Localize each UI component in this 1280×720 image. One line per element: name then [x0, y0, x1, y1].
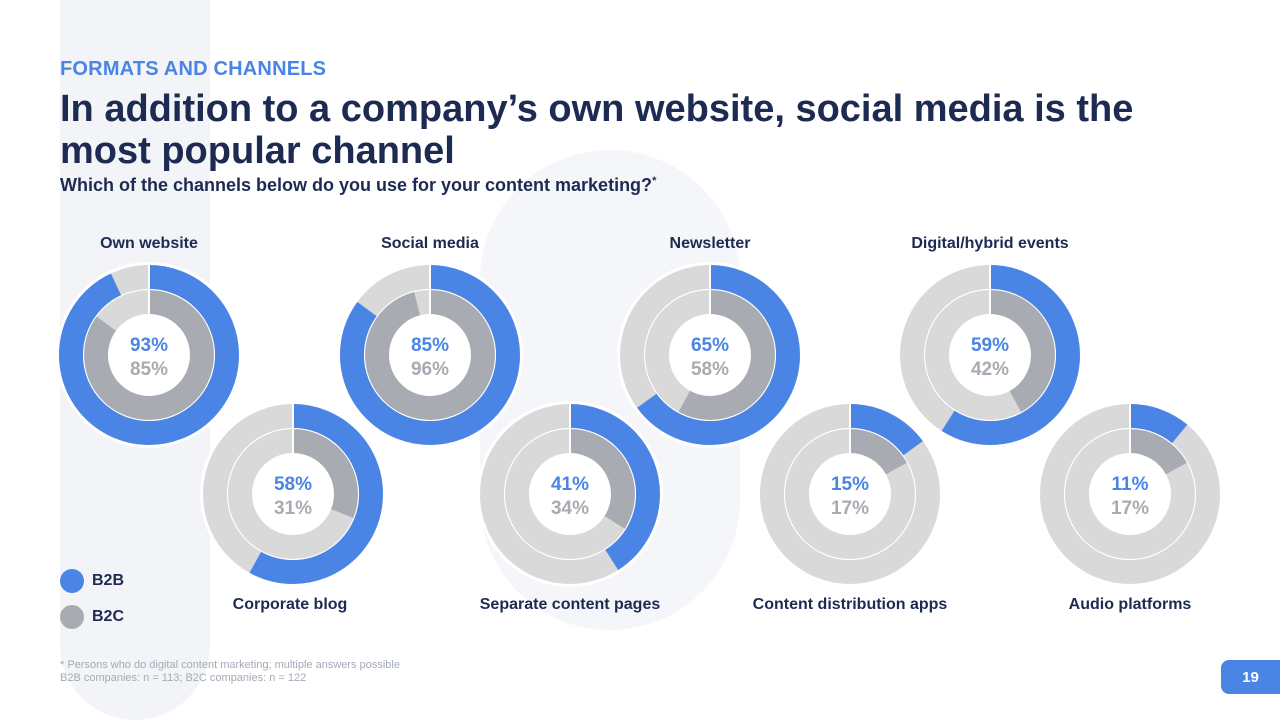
ring-gap [784, 428, 916, 560]
donut-social-media: 85%96% [337, 262, 523, 448]
footnote-line-2: B2B companies: n = 113; B2C companies: n… [60, 672, 307, 684]
b2b-value-digital-hybrid-events: 59% [971, 335, 1009, 356]
donut-own-website: 93%85% [56, 262, 242, 448]
ring-gap [924, 289, 1056, 421]
legend-b2b-label: B2B [92, 572, 125, 589]
label-corporate-blog: Corporate blog [232, 596, 348, 613]
section-eyebrow: FORMATS AND CHANNELS [60, 58, 327, 80]
footnote-line-1: * Persons who do digital content marketi… [60, 659, 400, 671]
label-newsletter: Newsletter [669, 235, 751, 252]
b2c-value-social-media: 96% [411, 359, 449, 380]
page-subtitle: Which of the channels below do you use f… [60, 175, 656, 196]
ring-gap [644, 289, 776, 421]
ring-gap [227, 428, 359, 560]
b2c-value-own-website: 85% [130, 359, 168, 380]
b2c-value-audio-platforms: 17% [1111, 498, 1149, 519]
label-content-distribution-apps: Content distribution apps [752, 596, 948, 613]
b2b-value-own-website: 93% [130, 335, 168, 356]
b2c-value-newsletter: 58% [691, 359, 729, 380]
donut-corporate-blog: 58%31% [200, 401, 386, 587]
donut-content-distribution-apps: 15%17% [757, 401, 943, 587]
b2b-value-separate-content-pages: 41% [551, 474, 589, 495]
b2c-value-digital-hybrid-events: 42% [971, 359, 1009, 380]
ring-gap [1064, 428, 1196, 560]
b2c-value-corporate-blog: 31% [274, 498, 312, 519]
label-social-media: Social media [381, 235, 479, 252]
legend-b2b: B2B [60, 569, 124, 593]
b2b-value-newsletter: 65% [691, 335, 729, 356]
donut-audio-platforms: 11%17% [1037, 401, 1223, 587]
b2c-value-content-distribution-apps: 17% [831, 498, 869, 519]
label-separate-content-pages: Separate content pages [479, 596, 661, 613]
label-audio-platforms: Audio platforms [1068, 596, 1192, 613]
legend-b2c-label: B2C [92, 608, 125, 625]
donut-separate-content-pages: 41%34% [477, 401, 663, 587]
b2b-value-audio-platforms: 11% [1112, 474, 1149, 495]
donut-newsletter: 65%58% [617, 262, 803, 448]
b2b-value-social-media: 85% [411, 335, 449, 356]
ring-gap [364, 289, 496, 421]
page-number-badge: 19 [1221, 660, 1280, 694]
label-own-website: Own website [100, 235, 198, 252]
legend-b2b-swatch [60, 569, 84, 593]
ring-gap [83, 289, 215, 421]
subtitle-text: Which of the channels below do you use f… [60, 175, 653, 195]
footnote: * Persons who do digital content marketi… [60, 659, 400, 685]
label-digital-hybrid-events: Digital/hybrid events [911, 235, 1069, 252]
subtitle-footnote-mark: * [652, 175, 657, 187]
b2b-value-corporate-blog: 58% [274, 474, 312, 495]
b2b-value-content-distribution-apps: 15% [831, 474, 869, 495]
donut-digital-hybrid-events: 59%42% [897, 262, 1083, 448]
legend-b2c: B2C [60, 605, 124, 629]
legend-b2c-swatch [60, 605, 84, 629]
b2c-value-separate-content-pages: 34% [551, 498, 589, 519]
page-title: In addition to a company’s own website, … [60, 88, 1134, 172]
ring-gap [504, 428, 636, 560]
